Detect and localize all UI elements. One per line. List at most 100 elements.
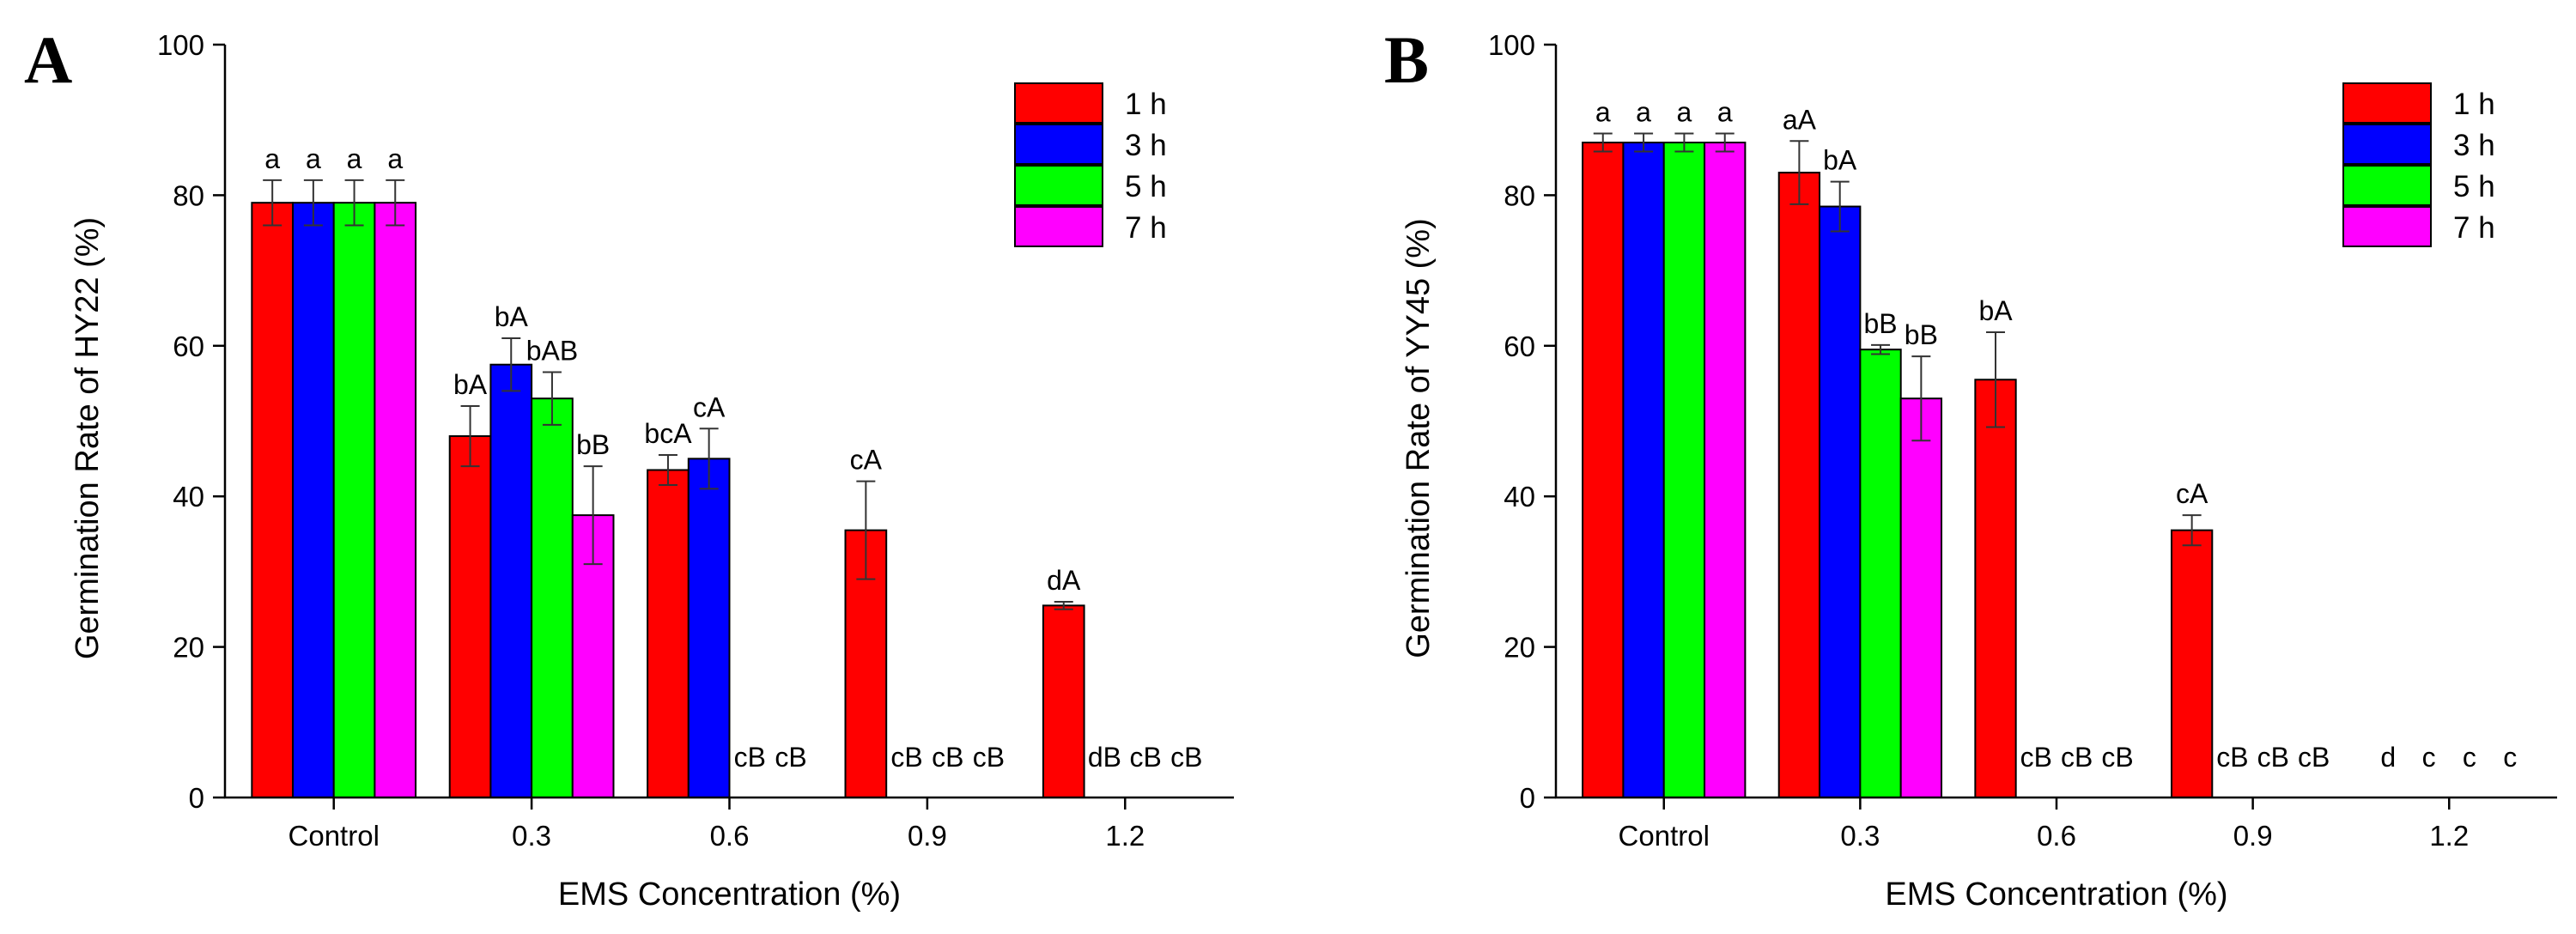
significance-label: cA (850, 445, 883, 476)
significance-label: dA (1047, 565, 1081, 596)
significance-label: bcA (644, 418, 692, 449)
x-tick-label: 1.2 (1105, 820, 1145, 852)
bar (1819, 205, 1862, 798)
y-axis-title: Germination Rate of YY45 (%) (1400, 218, 1437, 658)
significance-label: bB (1863, 308, 1897, 339)
significance-label: cB (973, 742, 1005, 773)
y-tick-label: 80 (173, 179, 204, 211)
significance-label: bA (1823, 145, 1857, 176)
bar (292, 202, 335, 799)
y-axis-title: Germination Rate of HY22 (%) (70, 217, 106, 659)
legend-swatch (1014, 124, 1103, 165)
significance-label: bB (1905, 319, 1938, 350)
legend-swatch (2342, 82, 2432, 124)
y-tick-label: 20 (173, 632, 204, 664)
significance-label: c (2463, 742, 2476, 773)
legend: 1 h 3 h 5 h 7 h (1014, 82, 1167, 247)
legend-label: 5 h (1125, 170, 1167, 203)
x-axis-title: EMS Concentration (%) (558, 876, 901, 913)
legend-swatch (1014, 82, 1103, 124)
x-tick-label: 0.6 (710, 820, 750, 852)
panel-letter: A (24, 22, 72, 97)
bar (251, 202, 295, 799)
error-bar (344, 179, 364, 227)
bar (1859, 349, 1902, 798)
legend-label: 3 h (2453, 129, 2495, 162)
error-bar (1715, 132, 1735, 153)
significance-label: bA (453, 369, 488, 400)
y-tick-label: 60 (173, 331, 204, 362)
bar (647, 469, 690, 798)
significance-label: cB (1129, 742, 1161, 773)
significance-label: aA (1783, 104, 1817, 135)
error-bar (1986, 331, 2006, 428)
legend-swatch (1014, 206, 1103, 247)
axes (1554, 45, 2557, 799)
significance-label: cB (932, 742, 963, 773)
x-tick-label: 1.2 (2429, 820, 2469, 852)
legend-label: 3 h (1125, 129, 1167, 162)
y-tick-label: 0 (189, 782, 204, 814)
significance-label: a (347, 143, 362, 174)
error-bar (1634, 132, 1654, 153)
legend: 1 h 3 h 5 h 7 h (2342, 82, 2495, 247)
significance-label: a (264, 143, 280, 174)
error-bar (658, 453, 677, 487)
error-bar (386, 179, 405, 227)
legend-label: 1 h (1125, 88, 1167, 121)
significance-label: c (2422, 742, 2436, 773)
significance-label: a (306, 143, 321, 174)
significance-label: cB (2020, 742, 2052, 773)
x-tick-label: 0.9 (908, 820, 947, 852)
bar (489, 363, 533, 798)
error-bar (1830, 180, 1850, 233)
error-bar (583, 465, 603, 566)
y-tick-label: 40 (1504, 481, 1535, 512)
x-axis-title: EMS Concentration (%) (1885, 876, 2227, 913)
error-bar (1054, 600, 1073, 610)
error-bar (1911, 355, 1931, 442)
significance-label: cB (2216, 742, 2248, 773)
y-tick-label: 80 (1504, 179, 1535, 211)
bar (1582, 142, 1625, 798)
significance-label: bA (495, 301, 529, 332)
bar (531, 397, 574, 798)
x-tick-label: 0.3 (512, 820, 551, 852)
x-tick-label: Control (1619, 820, 1710, 852)
bar (1042, 604, 1085, 798)
bar (1704, 142, 1747, 798)
significance-label: cB (2101, 742, 2133, 773)
error-bar (542, 371, 562, 426)
significance-label: cA (693, 391, 726, 422)
significance-label: d (2380, 742, 2396, 773)
significance-label: a (1595, 96, 1611, 127)
bar (687, 458, 731, 798)
y-tick-label: 100 (157, 29, 204, 61)
significance-label: bB (576, 429, 610, 460)
y-tick-label: 100 (1488, 29, 1535, 61)
significance-label: cB (775, 742, 806, 773)
x-tick-label: 0.3 (1840, 820, 1880, 852)
y-tick-label: 60 (1504, 331, 1535, 362)
significance-label: a (387, 143, 403, 174)
significance-label: cB (1170, 742, 1202, 773)
error-bar (1593, 132, 1613, 153)
error-bar (1871, 343, 1891, 355)
error-bar (303, 179, 323, 227)
significance-label: cB (890, 742, 922, 773)
error-bar (2182, 514, 2202, 547)
significance-label: cB (734, 742, 766, 773)
bar (448, 435, 492, 798)
legend-swatch (2342, 206, 2432, 247)
error-bar (1789, 140, 1809, 205)
error-bar (699, 428, 719, 490)
significance-label: a (1636, 96, 1651, 127)
y-tick-label: 40 (173, 481, 204, 512)
error-bar (856, 480, 876, 580)
bar (374, 202, 417, 799)
axes (223, 45, 1234, 799)
bar (1777, 172, 1821, 798)
significance-label: a (1717, 96, 1733, 127)
